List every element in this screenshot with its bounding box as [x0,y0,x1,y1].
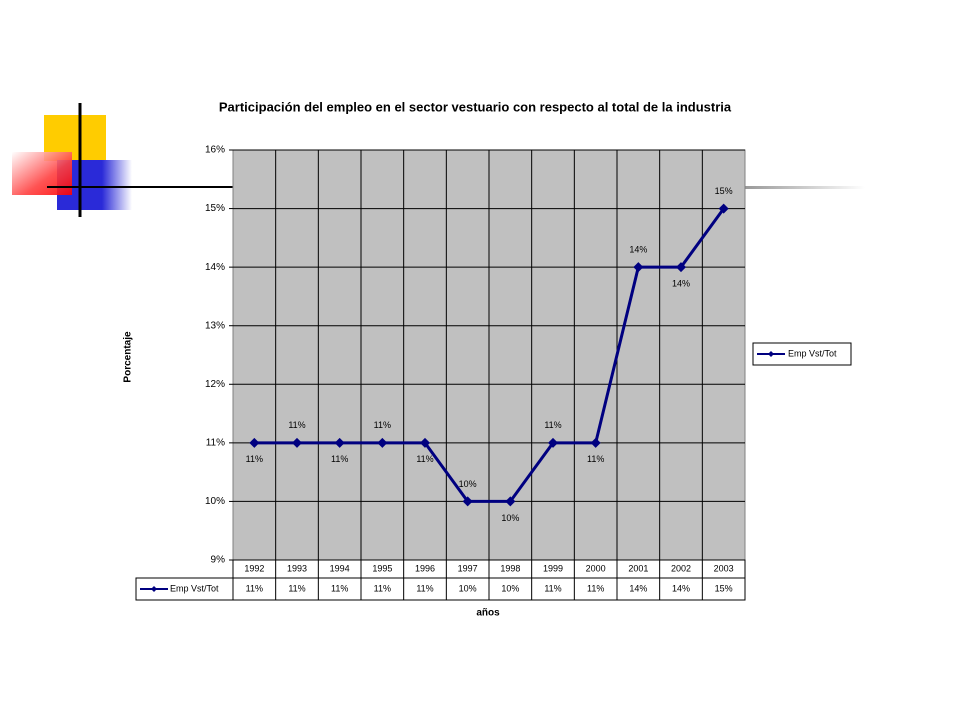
marker [377,437,388,448]
data-label: 11% [374,420,391,430]
data-label: 11% [288,420,305,430]
table-value: 14% [672,583,690,593]
y-tick-label: 16% [205,145,225,156]
x-tick-label: 2002 [671,563,691,573]
x-tick-label: 1992 [244,563,264,573]
y-tick-label: 15% [205,203,225,214]
data-table-key [135,577,234,601]
x-tick-label: 1993 [287,563,307,573]
legend-box [752,342,852,366]
marker [548,437,558,448]
x-tick-label: 2003 [714,563,734,573]
x-axis-label: años [476,608,500,619]
x-tick-label: 1999 [543,563,563,573]
data-label: 11% [246,454,263,464]
x-tick-label: 2000 [586,563,606,573]
data-label: 10% [459,479,477,489]
marker [590,437,601,448]
y-tick-label: 14% [205,262,225,273]
y-tick-label: 11% [206,437,225,448]
table-value: 10% [501,583,519,593]
y-tick-label: 9% [211,555,226,566]
marker [676,262,686,273]
y-tick-label: 10% [205,496,225,507]
y-tick-label: 12% [205,379,225,390]
table-value: 15% [715,583,733,593]
data-label: 11% [587,454,604,464]
x-tick-label: 2001 [628,563,648,573]
marker [633,262,644,273]
table-value: 11% [246,583,263,593]
x-tick-label: 1996 [415,563,435,573]
marker [249,437,260,448]
table-value: 10% [459,583,477,593]
marker [505,496,516,507]
x-tick-label: 1994 [330,563,350,573]
table-value: 11% [288,583,305,593]
marker [718,203,729,214]
chart-title: Participación del empleo en el sector ve… [219,99,732,114]
x-tick-label: 1995 [372,563,392,573]
data-label: 15% [715,186,733,196]
legend-marker [768,351,774,357]
table-value: 11% [544,583,561,593]
table-value: 11% [331,583,348,593]
marker [462,496,473,507]
table-value: 11% [416,583,433,593]
marker [420,437,430,448]
x-tick-label: 1998 [500,563,520,573]
legend-label: Emp Vst/Tot [788,348,837,358]
y-tick-label: 13% [205,320,225,331]
data-label: 11% [416,454,433,464]
table-key-marker [151,586,157,592]
table-value: 11% [587,583,604,593]
marker [292,437,302,448]
table-value: 14% [629,583,647,593]
table-value: 11% [374,583,391,593]
decoration [12,103,865,217]
series-line [254,207,725,503]
data-label: 14% [629,245,647,255]
x-tick-label: 1997 [458,563,478,573]
marker [334,437,345,448]
data-label: 11% [544,420,561,430]
data-label: 11% [331,454,348,464]
y-axis-label: Porcentaje [123,331,134,383]
data-label: 14% [672,279,690,289]
table-key-label: Emp Vst/Tot [170,583,219,593]
data-label: 10% [501,513,519,523]
